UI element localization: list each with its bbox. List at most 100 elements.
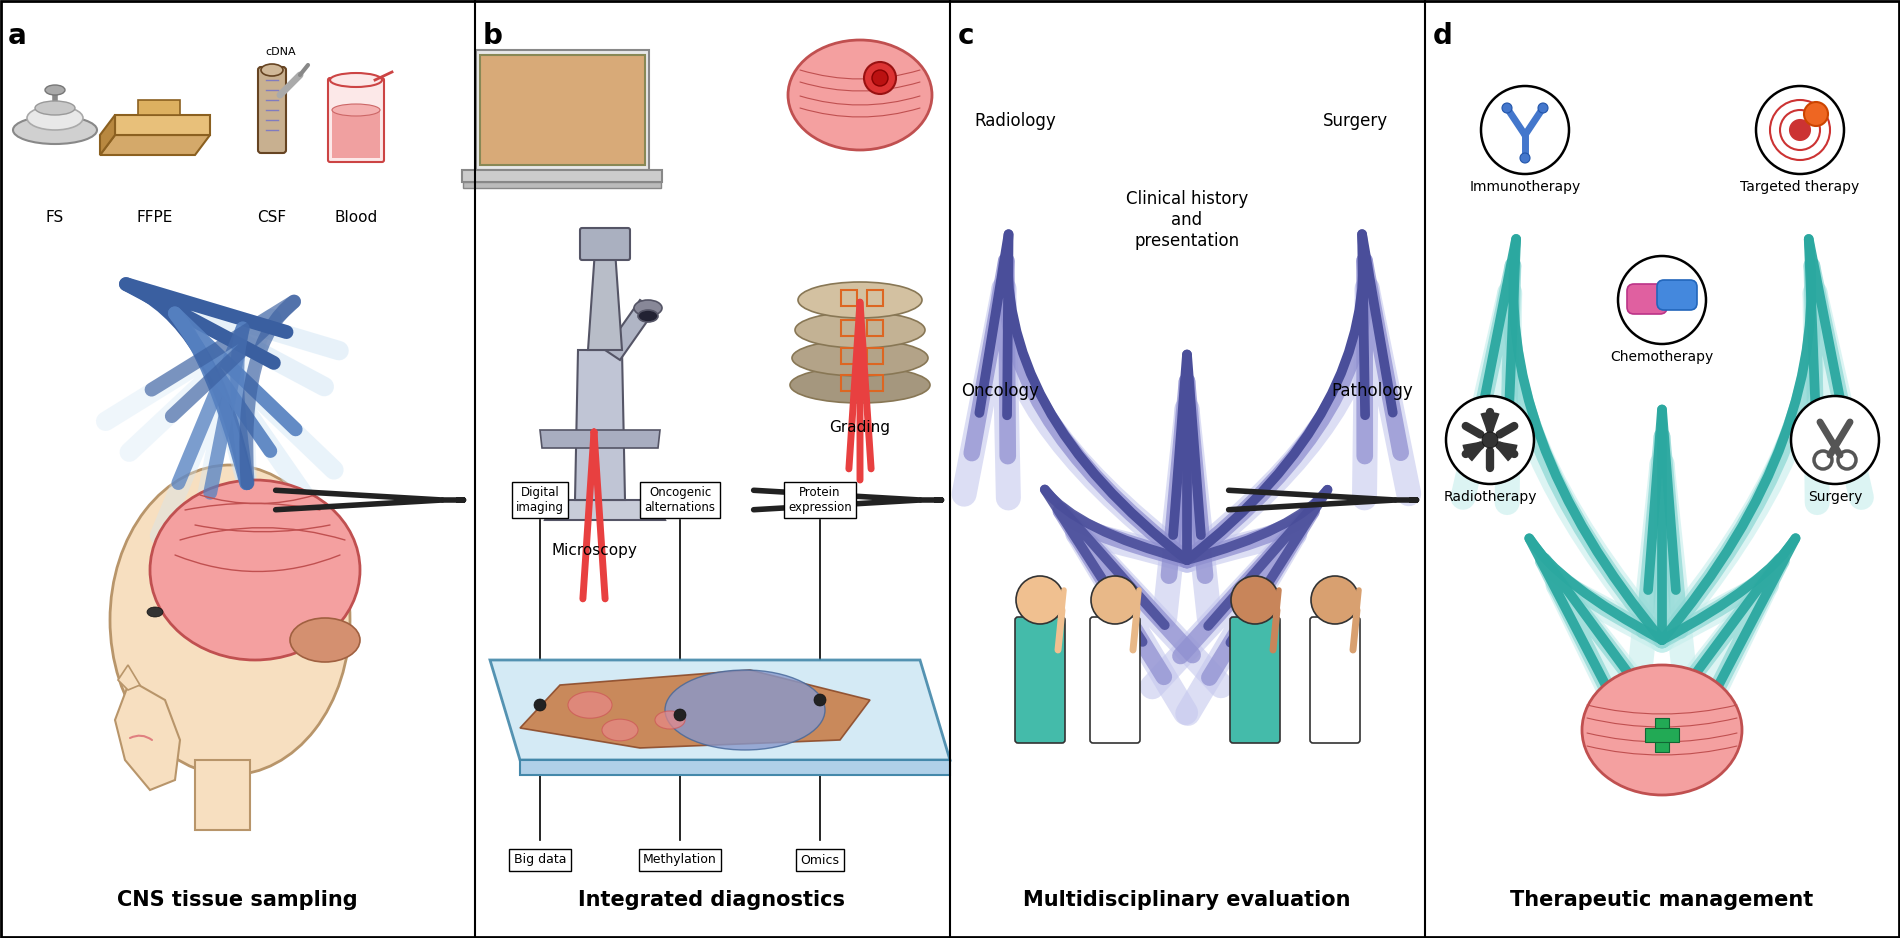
- Bar: [464, 182, 661, 188]
- Circle shape: [813, 694, 826, 706]
- Wedge shape: [1490, 440, 1518, 461]
- Text: Digital
imaging: Digital imaging: [517, 486, 564, 514]
- Polygon shape: [118, 665, 141, 690]
- Ellipse shape: [794, 312, 925, 348]
- Ellipse shape: [291, 618, 359, 662]
- Polygon shape: [116, 115, 211, 135]
- Ellipse shape: [568, 692, 612, 719]
- Ellipse shape: [110, 465, 350, 775]
- Circle shape: [864, 62, 897, 94]
- Circle shape: [1792, 396, 1879, 484]
- Text: Radiology: Radiology: [975, 112, 1056, 130]
- Circle shape: [1756, 86, 1845, 174]
- FancyBboxPatch shape: [258, 67, 287, 153]
- Circle shape: [1311, 576, 1358, 624]
- Polygon shape: [604, 300, 656, 360]
- Circle shape: [1017, 576, 1064, 624]
- Text: Therapeutic management: Therapeutic management: [1510, 890, 1814, 910]
- Text: Omics: Omics: [800, 854, 840, 867]
- Ellipse shape: [665, 670, 825, 750]
- Text: Surgery: Surgery: [1322, 112, 1387, 130]
- Ellipse shape: [602, 719, 638, 741]
- Text: b: b: [483, 22, 504, 50]
- Text: a: a: [8, 22, 27, 50]
- Text: Big data: Big data: [513, 854, 566, 867]
- Ellipse shape: [635, 300, 661, 316]
- Ellipse shape: [798, 282, 922, 318]
- Bar: [196, 760, 251, 830]
- Text: Chemotherapy: Chemotherapy: [1611, 350, 1714, 364]
- Circle shape: [1803, 102, 1828, 126]
- Ellipse shape: [34, 101, 74, 115]
- Circle shape: [1790, 120, 1811, 140]
- FancyBboxPatch shape: [1657, 280, 1697, 310]
- Text: d: d: [1433, 22, 1454, 50]
- FancyBboxPatch shape: [1229, 617, 1281, 743]
- Text: Oncology: Oncology: [961, 382, 1039, 400]
- Ellipse shape: [332, 104, 380, 116]
- FancyBboxPatch shape: [1015, 617, 1066, 743]
- Text: Clinical history
and
presentation: Clinical history and presentation: [1127, 190, 1248, 250]
- Text: CNS tissue sampling: CNS tissue sampling: [116, 890, 357, 910]
- Text: Blood: Blood: [334, 210, 378, 225]
- Circle shape: [1520, 153, 1530, 163]
- FancyBboxPatch shape: [1091, 617, 1140, 743]
- Ellipse shape: [146, 607, 163, 617]
- Wedge shape: [1463, 440, 1490, 461]
- Bar: [477, 50, 650, 170]
- Circle shape: [872, 70, 887, 86]
- Ellipse shape: [656, 711, 686, 729]
- Text: Integrated diagnostics: Integrated diagnostics: [578, 890, 846, 910]
- Text: cDNA: cDNA: [266, 47, 296, 57]
- Text: FS: FS: [46, 210, 65, 225]
- Polygon shape: [101, 135, 211, 155]
- Bar: [1655, 718, 1668, 752]
- Text: Surgery: Surgery: [1807, 490, 1862, 504]
- Polygon shape: [521, 670, 870, 748]
- Text: Oncogenic
alternations: Oncogenic alternations: [644, 486, 716, 514]
- FancyBboxPatch shape: [1626, 284, 1666, 314]
- Text: Methylation: Methylation: [642, 854, 716, 867]
- Circle shape: [1503, 103, 1512, 113]
- Ellipse shape: [788, 40, 933, 150]
- Wedge shape: [1480, 412, 1499, 440]
- Ellipse shape: [46, 85, 65, 95]
- Ellipse shape: [27, 106, 84, 130]
- Ellipse shape: [638, 310, 657, 322]
- Circle shape: [534, 699, 545, 711]
- Polygon shape: [116, 680, 180, 790]
- Ellipse shape: [13, 116, 97, 144]
- Polygon shape: [139, 100, 180, 115]
- Circle shape: [1091, 576, 1138, 624]
- Text: Pathology: Pathology: [1332, 382, 1414, 400]
- Polygon shape: [490, 660, 950, 760]
- FancyBboxPatch shape: [329, 78, 384, 162]
- Circle shape: [1482, 432, 1497, 448]
- Text: Microscopy: Microscopy: [551, 543, 637, 558]
- Polygon shape: [576, 350, 625, 500]
- Polygon shape: [101, 115, 116, 155]
- FancyBboxPatch shape: [1309, 617, 1360, 743]
- Text: FFPE: FFPE: [137, 210, 173, 225]
- FancyBboxPatch shape: [580, 228, 631, 260]
- Text: Targeted therapy: Targeted therapy: [1740, 180, 1860, 194]
- Polygon shape: [540, 430, 659, 448]
- Text: Multidisciplinary evaluation: Multidisciplinary evaluation: [1024, 890, 1351, 910]
- Polygon shape: [545, 500, 665, 520]
- Text: Grading: Grading: [830, 420, 891, 435]
- Bar: [1645, 728, 1680, 742]
- Ellipse shape: [260, 64, 283, 76]
- Bar: [462, 170, 661, 182]
- Text: Protein
expression: Protein expression: [788, 486, 851, 514]
- Circle shape: [1446, 396, 1533, 484]
- Polygon shape: [521, 760, 950, 775]
- Ellipse shape: [790, 367, 929, 403]
- Circle shape: [674, 709, 686, 721]
- Ellipse shape: [1583, 665, 1742, 795]
- Polygon shape: [587, 250, 621, 350]
- Ellipse shape: [150, 480, 359, 660]
- Circle shape: [1480, 86, 1569, 174]
- Circle shape: [1537, 103, 1548, 113]
- Ellipse shape: [331, 73, 382, 87]
- Text: CSF: CSF: [256, 210, 287, 225]
